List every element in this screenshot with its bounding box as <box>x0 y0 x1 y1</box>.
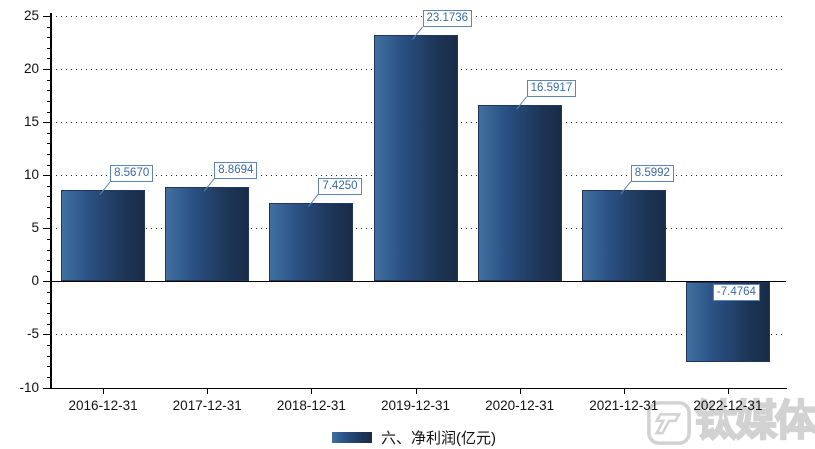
x-axis-tick <box>519 389 521 394</box>
bar-value-label: -7.4764 <box>712 284 760 302</box>
x-tick-label: 2019-12-31 <box>380 397 451 413</box>
x-tick-label: 2018-12-31 <box>276 397 346 413</box>
watermark: 钛媒体 <box>646 392 815 449</box>
x-axis-tick <box>623 389 625 394</box>
x-tick-label: 2020-12-31 <box>485 397 555 413</box>
bar-value-label: 23.1736 <box>422 10 473 28</box>
y-axis-major-tick <box>43 122 51 124</box>
x-tick-label: 2017-12-31 <box>172 397 242 413</box>
bar-value-label: 8.8694 <box>214 162 258 180</box>
bar-2021-12-31 <box>581 190 666 282</box>
y-tick-label: -10 <box>19 379 39 395</box>
bar-value-label: 16.5917 <box>526 80 577 98</box>
zero-line <box>51 281 786 283</box>
bar-2017-12-31 <box>165 187 250 282</box>
y-axis-minor-tick <box>47 291 51 293</box>
y-axis-minor-tick <box>47 79 51 81</box>
y-axis-minor-tick <box>47 238 51 240</box>
y-axis-major-tick <box>43 69 51 71</box>
y-axis-minor-tick <box>47 270 51 272</box>
x-tick-label: 2021-12-31 <box>589 397 659 413</box>
y-axis-minor-tick <box>47 355 51 357</box>
y-axis-minor-tick <box>47 196 51 198</box>
y-axis-minor-tick <box>47 366 51 368</box>
y-tick-label: 15 <box>23 114 39 130</box>
legend: 六、净利润(亿元) <box>332 427 496 448</box>
gridline--5 <box>51 334 784 336</box>
y-tick-label: 0 <box>31 273 39 289</box>
y-axis-major-tick <box>43 334 51 336</box>
y-axis-minor-tick <box>47 313 51 315</box>
bar-2020-12-31 <box>477 105 562 282</box>
y-axis-minor-tick <box>47 217 51 219</box>
y-axis-major-tick <box>43 175 51 177</box>
y-tick-label: 20 <box>23 61 39 77</box>
gridline-25 <box>51 16 784 17</box>
y-axis-major-tick <box>43 228 51 230</box>
y-axis-minor-tick <box>47 207 51 209</box>
y-axis-minor-tick <box>47 132 51 134</box>
bar-value-label: 8.5992 <box>630 165 674 183</box>
bar-2018-12-31 <box>269 202 354 282</box>
x-axis-line <box>50 387 787 389</box>
y-axis-minor-tick <box>47 376 51 378</box>
y-tick-label: 10 <box>23 167 39 183</box>
legend-swatch <box>332 432 372 443</box>
x-axis-tick <box>103 389 105 394</box>
y-axis-minor-tick <box>47 345 51 347</box>
y-axis-minor-tick <box>47 111 51 113</box>
y-axis-line <box>50 13 52 389</box>
y-axis-major-tick <box>43 387 51 389</box>
x-axis-tick <box>415 389 417 394</box>
y-axis-minor-tick <box>47 47 51 49</box>
y-axis-minor-tick <box>47 26 51 28</box>
y-axis-minor-tick <box>47 302 51 304</box>
bar-value-label: 8.5670 <box>110 165 154 183</box>
y-tick-label: 5 <box>31 220 39 236</box>
watermark-text: 钛媒体 <box>694 396 815 445</box>
y-axis-minor-tick <box>47 100 51 102</box>
y-axis-minor-tick <box>47 164 51 166</box>
x-tick-label: 2016-12-31 <box>68 397 138 413</box>
y-axis-minor-tick <box>47 260 51 262</box>
legend-label: 六、净利润(亿元) <box>381 430 496 447</box>
y-axis-minor-tick <box>47 323 51 325</box>
y-axis-major-tick <box>43 281 51 283</box>
x-axis-tick <box>207 389 209 394</box>
x-tick-label: 2022-12-31 <box>693 397 763 413</box>
y-axis-minor-tick <box>47 185 51 187</box>
x-axis-tick <box>311 389 313 394</box>
bar-2019-12-31 <box>373 35 458 282</box>
y-axis-major-tick <box>43 16 51 17</box>
tmtpost-logo-icon <box>647 401 691 445</box>
y-axis-minor-tick <box>47 58 51 60</box>
y-axis-minor-tick <box>47 153 51 155</box>
bar-2016-12-31 <box>61 190 146 282</box>
y-axis-minor-tick <box>47 90 51 92</box>
y-axis-minor-tick <box>47 37 51 39</box>
y-axis-minor-tick <box>47 143 51 145</box>
bar-value-label: 7.4250 <box>318 177 362 195</box>
y-axis-minor-tick <box>47 249 51 251</box>
y-tick-label: -5 <box>26 326 39 342</box>
y-tick-label: 25 <box>23 8 39 23</box>
x-axis-tick <box>727 389 729 394</box>
